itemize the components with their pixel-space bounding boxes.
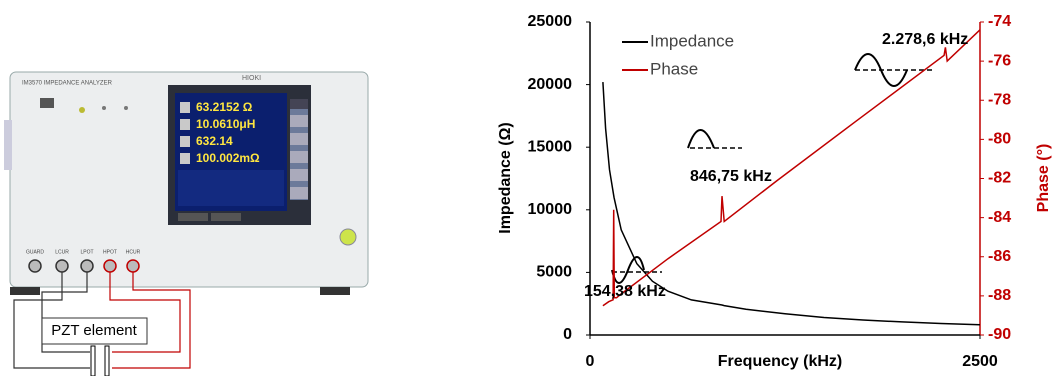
soft-key: [290, 169, 308, 181]
soft-key: [290, 133, 308, 145]
series-line: [602, 29, 981, 307]
chart: Frequency (kHz) Impedance (Ω) Phase (°) …: [497, 13, 1052, 370]
wire: [112, 272, 191, 369]
soft-key: [290, 187, 308, 199]
wave-glyph: [611, 256, 645, 284]
y2-tick-label: -76: [988, 52, 1011, 69]
readings: 63.2152 Ω 10.0610μH 632.14 100.002mΩ: [180, 100, 260, 165]
element-box: [41, 317, 148, 345]
y2-tick-label: -82: [988, 170, 1011, 187]
reading-key: [180, 153, 190, 164]
annotation: 2.278,6 kHz: [882, 31, 968, 48]
foot: [10, 287, 40, 295]
terminal: [80, 259, 94, 273]
soft-key: [290, 115, 308, 127]
y2-tick-label: -90: [988, 326, 1011, 343]
terminal-label: GUARD: [26, 249, 44, 255]
series-line: [602, 82, 981, 326]
foot: [320, 287, 350, 295]
reading: 10.0610μH: [196, 117, 255, 131]
led: [124, 106, 128, 110]
reading-key: [180, 119, 190, 130]
terminal: [126, 259, 140, 273]
element-label: PZT element: [51, 322, 137, 339]
wire: [41, 272, 90, 353]
usb: [40, 98, 54, 108]
reading-key: [180, 136, 190, 147]
terminal-label: HPOT: [103, 249, 117, 255]
annotation: 846,75 kHz: [690, 168, 772, 185]
model-label: IM3570 IMPEDANCE ANALYZER: [22, 81, 113, 87]
y2-tick-label: -86: [988, 248, 1011, 265]
led: [79, 107, 85, 113]
x-tick-label: 0: [586, 353, 595, 370]
brand-label: HIOKI: [242, 75, 261, 82]
legend-label: Phase: [650, 59, 698, 78]
knob: [339, 228, 357, 246]
legend-label: Impedance: [650, 31, 734, 50]
soft-key: [290, 99, 308, 109]
reading-key: [180, 102, 190, 113]
wire: [109, 272, 181, 353]
x-axis-label: Frequency (kHz): [718, 353, 842, 370]
led: [102, 106, 106, 110]
terminals: GUARD LCUR LPOT HPOT HCUR: [26, 249, 141, 273]
y-tick-label: 0: [563, 326, 572, 343]
soft-key: [290, 151, 308, 163]
handle: [4, 120, 12, 170]
terminal: [55, 259, 69, 273]
y2-tick-label: -74: [988, 13, 1011, 30]
y-tick-label: 25000: [528, 13, 573, 30]
reading: 100.002mΩ: [196, 151, 260, 165]
y-tick-label: 20000: [528, 76, 573, 93]
y-tick-label: 15000: [528, 138, 573, 155]
y2-axis-label: Phase (°): [1035, 144, 1052, 213]
y-axis-label: Impedance (Ω): [497, 122, 514, 234]
terminal: [28, 259, 42, 273]
wire: [13, 272, 90, 369]
terminal-label: HCUR: [126, 249, 141, 255]
annotation: 154,38 kHz: [584, 283, 666, 300]
y2-tick-label: -84: [988, 209, 1011, 226]
y2-tick-label: -80: [988, 131, 1011, 148]
wave-glyph: [687, 129, 715, 149]
screen-button: [211, 213, 241, 221]
screen-button: [178, 213, 208, 221]
terminal: [103, 259, 117, 273]
y2-tick-label: -78: [988, 91, 1011, 108]
terminal-label: LCUR: [55, 249, 69, 255]
pzt-plate: [90, 345, 96, 376]
settings-panel: [178, 170, 284, 206]
y-tick-label: 5000: [536, 264, 572, 281]
reading: 63.2152 Ω: [196, 100, 253, 114]
instrument: IM3570 IMPEDANCE ANALYZER HIOKI 63.2152 …: [4, 71, 369, 376]
pzt-plate: [104, 345, 110, 376]
y-tick-label: 10000: [528, 201, 573, 218]
y2-tick-label: -88: [988, 287, 1011, 304]
x-tick-label: 2500: [962, 353, 998, 370]
reading: 632.14: [196, 134, 233, 148]
terminal-label: LPOT: [80, 249, 93, 255]
